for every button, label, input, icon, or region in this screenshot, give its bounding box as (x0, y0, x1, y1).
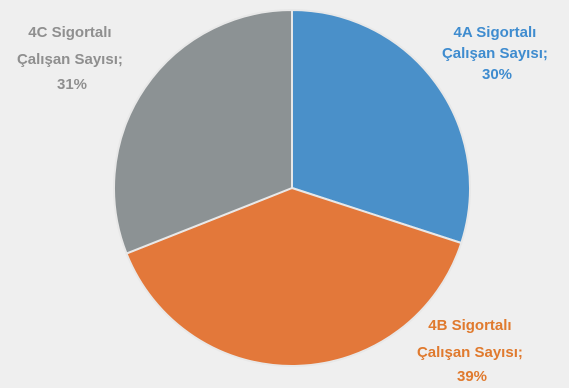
pie-slice-4c (113, 8, 293, 255)
label-4a-line1: 4A Sigortalı (454, 24, 537, 41)
pie-slices (113, 8, 471, 367)
data-label-4a: 4A Sigortalı Çalışan Sayısı; 30% (442, 24, 552, 83)
label-4a-line2: Çalışan Sayısı; (442, 45, 548, 62)
pie-slice-4b (125, 186, 463, 367)
data-label-4c: 4C Sigortalı Çalışan Sayısı; 31% (17, 24, 127, 93)
label-4c-line2: Çalışan Sayısı; (17, 51, 123, 68)
label-4b-line1: 4B Sigortalı (428, 317, 511, 334)
label-4b-line2: Çalışan Sayısı; (417, 344, 523, 361)
data-label-4b: 4B Sigortalı Çalışan Sayısı; 39% (417, 317, 527, 385)
label-4a-percent: 30% (482, 66, 512, 83)
label-4c-line1: 4C Sigortalı (28, 24, 111, 41)
label-4b-percent: 39% (457, 368, 487, 385)
pie-slice-4a (291, 8, 471, 245)
label-4c-percent: 31% (57, 76, 87, 93)
